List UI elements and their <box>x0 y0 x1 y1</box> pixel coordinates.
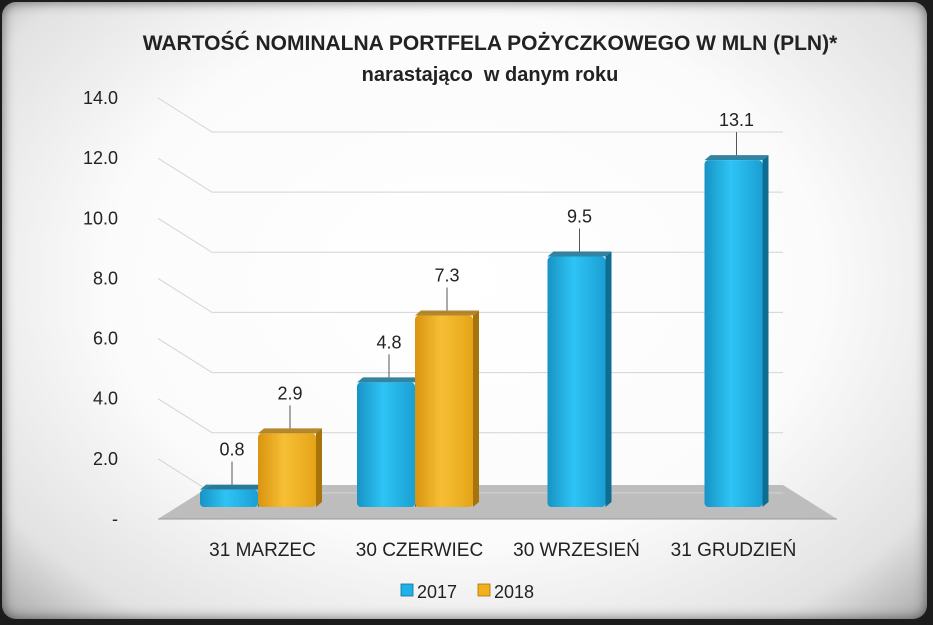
bar-top <box>415 310 479 316</box>
bar-2017-0 <box>200 489 258 507</box>
y-tick-label: 14.0 <box>83 88 118 108</box>
gridline <box>157 217 783 253</box>
bar-top <box>704 155 769 161</box>
chart-floor <box>158 485 837 519</box>
y-tick-label: 12.0 <box>83 148 118 168</box>
gridline <box>157 278 783 313</box>
x-category-label: 31 MARZEC <box>209 540 316 561</box>
bar-top <box>258 428 322 434</box>
chart-title: WARTOŚĆ NOMINALNA PORTFELA POŻYCZKOWEGO … <box>143 31 838 55</box>
bar-side <box>605 251 612 507</box>
chart-subtitle: narastająco w danym roku <box>362 64 619 86</box>
bar-2018-1 <box>415 315 473 507</box>
bar-top <box>357 377 421 383</box>
bar-side <box>473 310 479 507</box>
legend-label-2018: 2018 <box>494 582 534 602</box>
legend: 2017 2018 <box>400 582 534 602</box>
data-label: 9.5 <box>567 207 592 227</box>
bar-top <box>200 484 264 490</box>
data-label: 7.3 <box>434 265 459 285</box>
y-tick-label: - <box>112 509 118 529</box>
bar-side <box>316 428 322 507</box>
legend-label-2017: 2017 <box>417 582 457 602</box>
gridline <box>157 157 783 193</box>
bar-top <box>547 251 612 257</box>
y-tick-label: 6.0 <box>93 329 118 349</box>
bar-side <box>762 155 769 507</box>
gridline <box>157 97 783 133</box>
data-label: 0.8 <box>219 440 244 460</box>
x-category-label: 30 WRZESIEŃ <box>513 540 640 561</box>
bar-2017-3 <box>704 160 763 507</box>
y-tick-label: 10.0 <box>83 208 118 228</box>
legend-swatch-2018 <box>477 583 491 597</box>
x-category-label: 31 GRUDZIEŃ <box>671 540 797 561</box>
y-tick-label: 8.0 <box>93 268 118 288</box>
data-label: 2.9 <box>277 383 302 403</box>
bar-2018-0 <box>258 433 316 507</box>
y-tick-label: 2.0 <box>93 449 118 469</box>
data-label: 4.8 <box>376 332 401 352</box>
legend-swatch-2017 <box>400 583 414 597</box>
y-tick-label: 4.0 <box>93 389 118 409</box>
data-label: 13.1 <box>719 110 754 130</box>
x-category-label: 30 CZERWIEC <box>356 540 483 561</box>
bar-2017-2 <box>547 256 606 507</box>
bar-2017-1 <box>357 382 415 507</box>
